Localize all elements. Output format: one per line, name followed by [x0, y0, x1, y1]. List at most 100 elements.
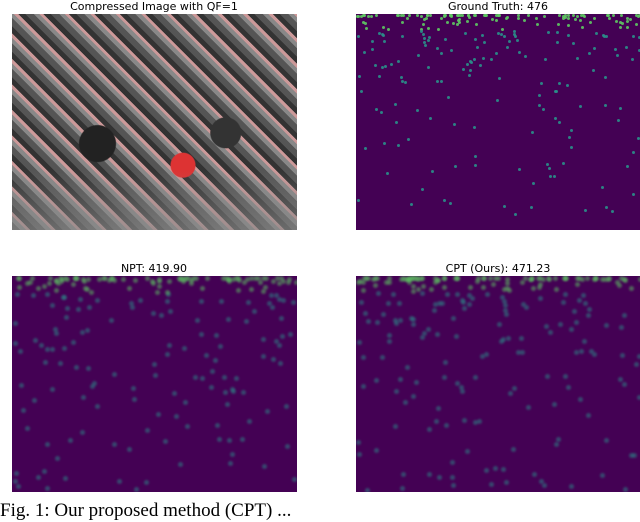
- density-point: [242, 280, 247, 285]
- density-point: [403, 400, 408, 405]
- density-point: [544, 324, 549, 329]
- density-point: [399, 277, 404, 282]
- density-point: [504, 480, 509, 485]
- density-point: [213, 358, 218, 363]
- density-point: [364, 22, 367, 25]
- density-point: [444, 14, 447, 17]
- density-point: [165, 299, 170, 304]
- density-point: [157, 284, 162, 289]
- density-point: [284, 404, 289, 409]
- density-point: [381, 312, 386, 317]
- density-point: [279, 316, 284, 321]
- density-point: [538, 104, 541, 107]
- density-point: [417, 54, 420, 57]
- density-point: [357, 35, 360, 38]
- density-point: [558, 14, 561, 17]
- density-point: [483, 41, 486, 44]
- density-point: [508, 40, 511, 43]
- density-point: [183, 400, 188, 405]
- density-point: [605, 206, 608, 209]
- density-point: [75, 276, 80, 281]
- density-point: [566, 385, 571, 390]
- density-point: [121, 277, 126, 282]
- density-point: [529, 277, 534, 282]
- density-point: [407, 138, 410, 141]
- density-point: [78, 297, 83, 302]
- density-point: [604, 323, 609, 328]
- density-point: [436, 47, 439, 50]
- density-point: [437, 28, 440, 31]
- density-point: [371, 48, 374, 51]
- density-point: [593, 17, 596, 20]
- density-point: [462, 68, 465, 71]
- density-point: [422, 33, 425, 36]
- density-point: [109, 318, 114, 323]
- density-point: [518, 51, 521, 54]
- density-point: [505, 17, 508, 20]
- density-point: [625, 46, 628, 49]
- density-point: [488, 276, 493, 281]
- density-point: [451, 316, 456, 321]
- density-point: [549, 175, 552, 178]
- density-point: [427, 27, 430, 30]
- density-point: [292, 477, 297, 482]
- panel-title-compressed: Compressed Image with QF=1: [4, 0, 304, 13]
- density-point: [376, 291, 381, 296]
- density-point: [167, 343, 172, 348]
- density-point: [256, 276, 261, 281]
- density-point: [429, 14, 432, 17]
- density-point: [294, 280, 297, 285]
- density-point: [45, 486, 50, 491]
- density-point: [267, 301, 272, 306]
- density-point: [538, 296, 543, 301]
- density-point: [611, 210, 614, 213]
- density-point: [523, 276, 528, 281]
- density-point: [374, 64, 377, 67]
- density-point: [503, 205, 506, 208]
- density-point: [404, 81, 407, 84]
- density-point: [231, 277, 236, 282]
- density-point: [395, 121, 398, 124]
- density-point: [356, 280, 361, 285]
- density-point: [375, 320, 380, 325]
- density-point: [436, 80, 439, 83]
- density-point: [569, 484, 574, 489]
- density-point: [466, 63, 469, 66]
- density-point: [437, 475, 442, 480]
- density-point: [637, 137, 640, 140]
- density-point: [449, 202, 452, 205]
- density-point: [380, 355, 385, 360]
- density-point: [387, 28, 390, 31]
- density-point: [373, 283, 378, 288]
- density-point: [443, 199, 446, 202]
- density-point: [365, 488, 370, 492]
- density-point: [612, 14, 615, 17]
- density-point: [54, 288, 59, 293]
- density-point: [620, 353, 625, 358]
- density-point: [496, 276, 501, 281]
- density-point: [491, 18, 494, 21]
- density-point: [15, 292, 20, 297]
- density-point: [397, 144, 400, 147]
- density-point: [424, 44, 427, 47]
- density-point: [215, 423, 220, 428]
- panel-title-cpt: CPT (Ours): 471.23: [348, 262, 640, 275]
- density-point: [50, 303, 55, 308]
- density-point: [558, 82, 561, 85]
- density-point: [600, 473, 605, 478]
- density-point: [454, 334, 459, 339]
- density-point: [632, 193, 635, 196]
- density-point: [567, 14, 570, 17]
- density-point: [461, 14, 464, 17]
- density-point: [410, 203, 413, 206]
- density-point: [527, 14, 530, 17]
- density-point: [435, 332, 440, 337]
- density-point: [285, 444, 290, 449]
- density-point: [429, 287, 434, 292]
- density-point: [460, 389, 465, 394]
- density-point: [71, 282, 76, 287]
- density-point: [265, 409, 270, 414]
- density-point: [474, 155, 477, 158]
- density-point: [631, 58, 634, 61]
- density-point: [450, 460, 455, 465]
